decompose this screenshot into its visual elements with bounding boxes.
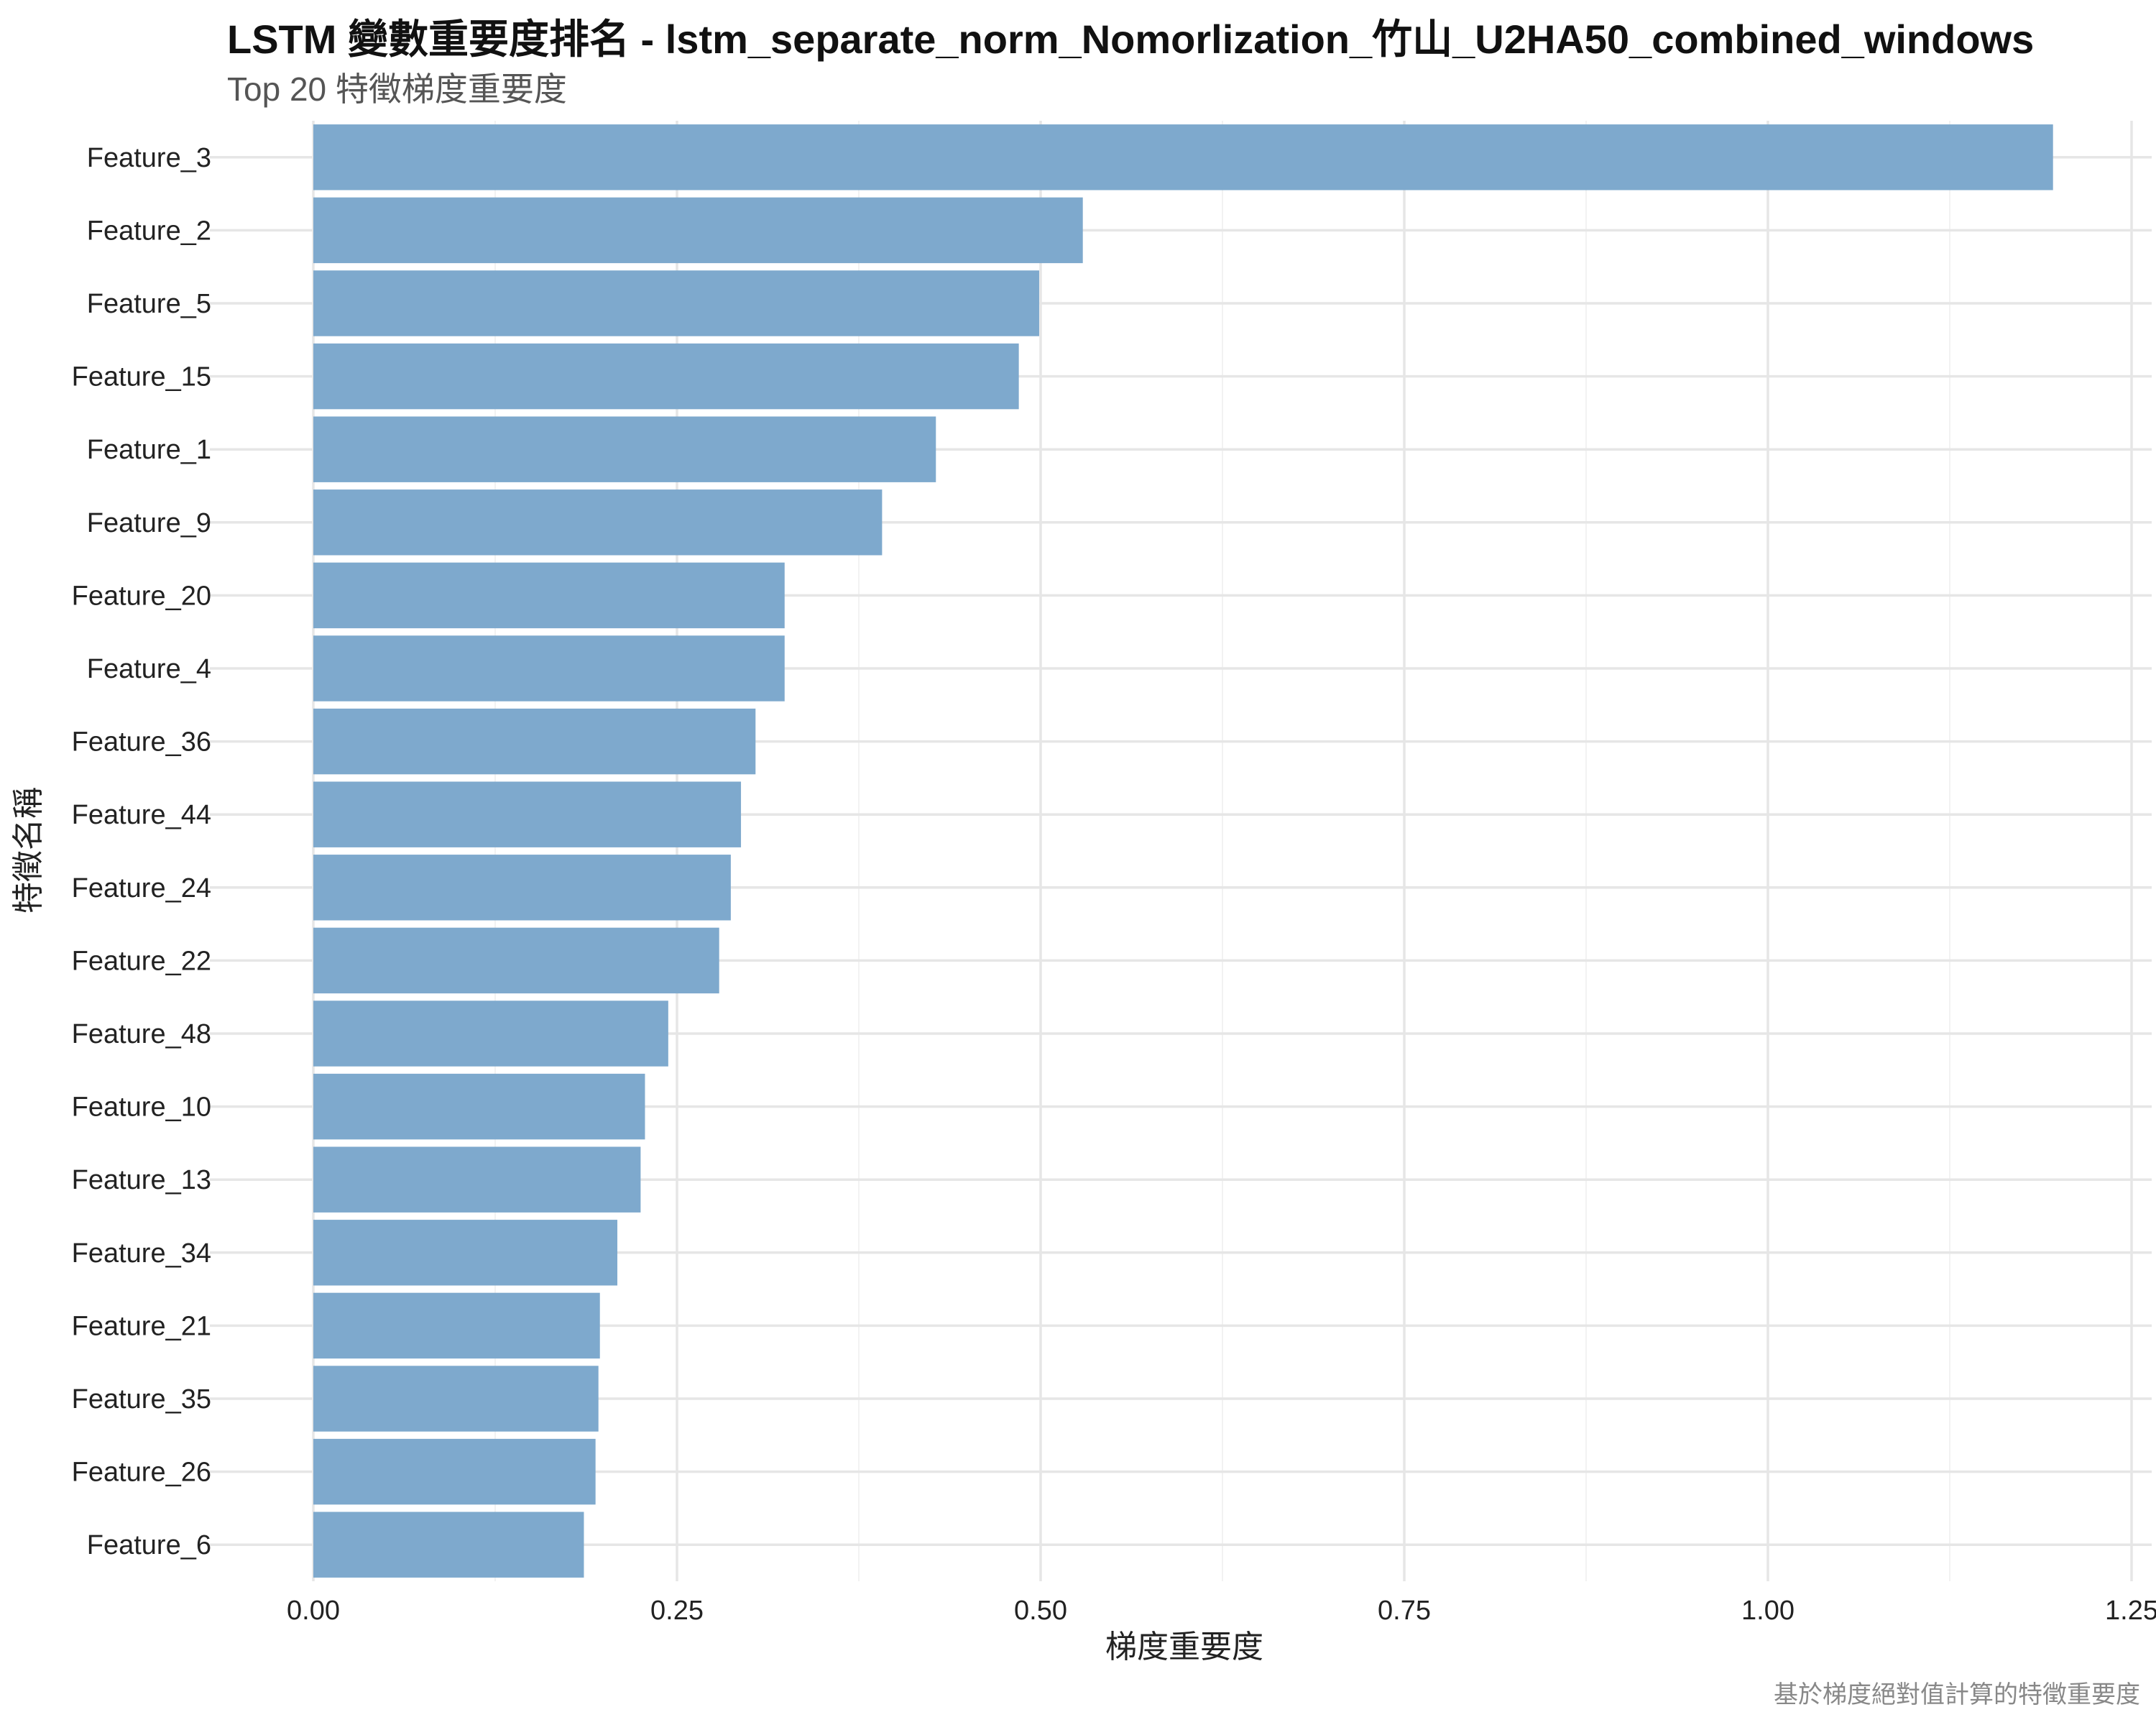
y-tick-label: Feature_6	[87, 1530, 211, 1560]
bar	[313, 1512, 584, 1578]
y-tick-label: Feature_26	[72, 1458, 211, 1488]
bar	[313, 1220, 618, 1286]
x-tick-label: 1.25	[2105, 1596, 2156, 1626]
y-tick-label: Feature_4	[87, 654, 211, 684]
chart-caption: 基於梯度絕對值計算的特徵重要度	[1774, 1681, 2140, 1708]
bar	[313, 562, 785, 629]
y-tick-label: Feature_36	[72, 727, 211, 758]
x-axis-title: 梯度重要度	[1105, 1629, 1263, 1665]
y-tick-label: Feature_2	[87, 216, 211, 246]
bar	[313, 489, 883, 556]
y-axis-title: 特徵名稱	[10, 787, 47, 914]
bar	[313, 781, 742, 847]
bar	[313, 416, 936, 482]
y-tick-label: Feature_13	[72, 1165, 211, 1195]
y-tick-label: Feature_10	[72, 1092, 211, 1123]
bar	[313, 124, 2053, 190]
x-tick-label: 0.25	[650, 1596, 704, 1626]
y-tick-label: Feature_9	[87, 508, 211, 538]
grid-lines	[210, 121, 2152, 1581]
y-tick-label: Feature_34	[72, 1238, 211, 1269]
bar	[313, 855, 731, 921]
bar	[313, 708, 756, 775]
bar	[313, 1292, 600, 1359]
bar	[313, 1073, 645, 1140]
bar	[313, 1000, 668, 1067]
y-tick-label: Feature_20	[72, 581, 211, 611]
x-tick-label: 1.00	[1741, 1596, 1795, 1626]
y-tick-label: Feature_21	[72, 1311, 211, 1341]
bar	[313, 1438, 596, 1505]
bar	[313, 197, 1083, 264]
bar	[313, 927, 719, 994]
bars	[313, 124, 2053, 1578]
chart-subtitle: Top 20 特徵梯度重要度	[227, 70, 567, 108]
y-tick-label: Feature_44	[72, 800, 211, 830]
bar	[313, 635, 785, 702]
x-tick-label: 0.50	[1014, 1596, 1067, 1626]
x-tick-label: 0.00	[287, 1596, 340, 1626]
x-tick-label: 0.75	[1378, 1596, 1431, 1626]
y-tick-label: Feature_5	[87, 289, 211, 319]
y-tick-label: Feature_1	[87, 435, 211, 465]
y-tick-label: Feature_24	[72, 873, 211, 903]
bar	[313, 1146, 641, 1213]
bar	[313, 1366, 599, 1432]
y-tick-label: Feature_22	[72, 946, 211, 976]
tick-labels: 0.00 0.25 0.50 0.75 1.00 1.25 Feature_3 Feature…	[72, 143, 2156, 1626]
y-tick-label: Feature_3	[87, 143, 211, 173]
y-tick-label: Feature_48	[72, 1019, 211, 1049]
bar	[313, 270, 1039, 336]
chart-title: LSTM 變數重要度排名 - lstm_separate_norm_Nomorl…	[227, 17, 2035, 62]
y-tick-label: Feature_35	[72, 1384, 211, 1414]
bar	[313, 343, 1019, 410]
y-tick-label: Feature_15	[72, 362, 211, 392]
